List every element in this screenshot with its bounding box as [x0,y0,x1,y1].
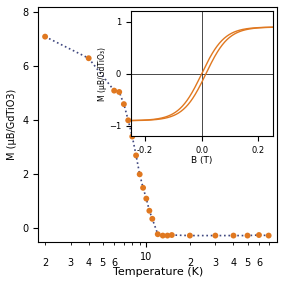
Point [150,217,154,221]
Y-axis label: M (μB/GdTiO₃): M (μB/GdTiO₃) [98,47,107,101]
Point [156,232,160,237]
Text: 4: 4 [85,258,92,268]
Point [144,196,149,201]
Point [160,233,165,238]
Point [231,233,236,238]
Text: 6: 6 [256,258,262,268]
Text: 4: 4 [230,258,237,268]
Point [245,233,250,238]
Point [43,34,47,39]
Point [86,56,91,60]
Text: 2: 2 [42,258,48,268]
Point [112,88,116,93]
Text: 2: 2 [187,258,193,268]
Point [141,185,145,190]
Text: 5: 5 [244,258,250,268]
X-axis label: Temperature (K): Temperature (K) [113,267,203,277]
X-axis label: B (T): B (T) [191,156,212,166]
Point [266,233,271,238]
Point [147,208,152,213]
Point [117,90,122,94]
Point [170,233,174,237]
Text: 6: 6 [111,258,117,268]
Point [137,172,142,177]
Point [126,118,130,123]
Point [130,134,135,139]
Point [188,233,192,238]
Text: 5: 5 [100,258,106,268]
Y-axis label: M (μB/GdTiO3): M (μB/GdTiO3) [7,89,17,160]
Point [165,233,170,238]
Point [134,153,138,158]
Point [122,102,126,106]
Point [257,233,261,237]
Point [213,233,218,238]
Text: 3: 3 [212,258,218,268]
Text: 3: 3 [68,258,74,268]
